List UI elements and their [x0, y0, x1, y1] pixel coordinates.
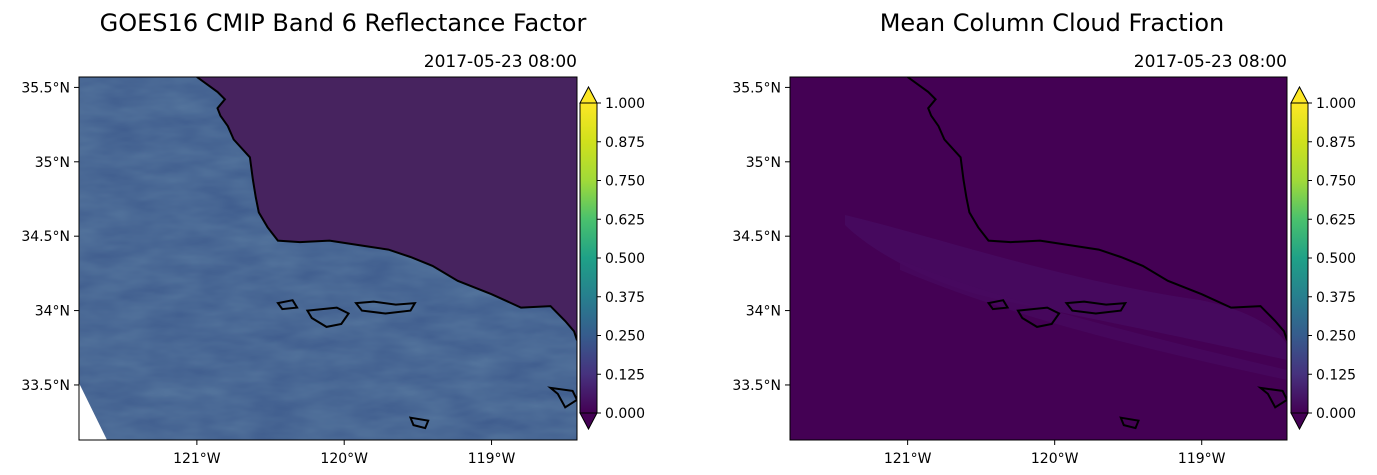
islands — [276, 299, 577, 430]
x-tick-label: 120°W — [1031, 451, 1079, 467]
colorbar-extend-min — [1290, 412, 1309, 431]
colorbar: 0.000 0.125 0.250 0.375 0.500 0.625 0.750 0.875… — [579, 85, 645, 431]
colorbar-tick-label: 0.375 — [1316, 290, 1356, 306]
coastline — [196, 77, 577, 341]
colorbar-tick-label: 0.125 — [605, 367, 645, 383]
colorbar-tick-label: 0.250 — [605, 329, 645, 345]
island-outline — [1257, 386, 1287, 409]
y-tick-label: 35.5°N — [732, 80, 781, 96]
colorbar-tick-label: 0.625 — [1316, 212, 1356, 228]
y-tick-label: 34.5°N — [21, 229, 70, 245]
coastline — [907, 77, 1287, 341]
colorbar-tick-label: 0.000 — [1316, 406, 1356, 422]
chart-subtitle: 2017-05-23 08:00 — [424, 52, 577, 72]
colorbar-tick-label: 0.250 — [1316, 329, 1356, 345]
colorbar-tick-label: 0.500 — [605, 251, 645, 267]
island-outline — [1064, 300, 1128, 315]
colorbar-tick-label: 0.625 — [605, 212, 645, 228]
colorbar-tick-label: 1.000 — [1316, 96, 1356, 112]
cloud-field — [790, 77, 1287, 440]
map-area — [790, 77, 1287, 440]
y-tick-label: 33.5°N — [21, 378, 70, 394]
y-tick-label: 33.5°N — [732, 378, 781, 394]
x-tick-label: 121°W — [173, 451, 221, 467]
y-tick-label: 35°N — [746, 155, 781, 171]
colorbar-tick-label: 0.000 — [605, 406, 645, 422]
island-outline — [305, 306, 351, 328]
colorbar-tick-label: 0.750 — [605, 174, 645, 190]
colorbar-gradient — [1291, 103, 1308, 413]
island-outline — [1016, 306, 1061, 328]
island-outline — [276, 299, 299, 311]
chart-title: Mean Column Cloud Fraction — [880, 9, 1225, 37]
colorbar-gradient — [580, 103, 597, 413]
no-data-corner — [79, 383, 107, 440]
y-axis: 33.5°N 34°N 34.5°N 35°N 35.5°N — [732, 80, 790, 394]
island-outline — [547, 386, 577, 409]
y-tick-label: 34.5°N — [732, 229, 781, 245]
island-outline — [354, 300, 417, 315]
x-tick-label: 119°W — [1178, 451, 1226, 467]
cloud-streak — [900, 260, 1287, 380]
x-tick-label: 119°W — [468, 451, 516, 467]
islands — [986, 299, 1287, 430]
y-axis: 33.5°N 34°N 34.5°N 35°N 35.5°N — [21, 80, 79, 394]
colorbar-extend-max — [579, 85, 598, 104]
map-frame — [78, 76, 578, 441]
chart-subtitle: 2017-05-23 08:00 — [1134, 52, 1287, 72]
y-tick-label: 34°N — [746, 304, 781, 320]
colorbar-tick-label: 0.750 — [1316, 174, 1356, 190]
colorbar-extend-max — [1290, 85, 1309, 104]
x-axis: 121°W 120°W 119°W — [884, 440, 1226, 467]
x-tick-label: 120°W — [320, 451, 368, 467]
x-tick-label: 121°W — [884, 451, 932, 467]
cloud-streak — [845, 215, 1287, 360]
colorbar-tick-label: 0.875 — [605, 135, 645, 151]
panel-reflectance: GOES16 CMIP Band 6 Reflectance Factor 20… — [21, 9, 645, 467]
x-axis: 121°W 120°W 119°W — [173, 440, 515, 467]
colorbar-tick-label: 0.375 — [605, 290, 645, 306]
island-outline — [986, 299, 1010, 311]
colorbar-tick-label: 0.500 — [1316, 251, 1356, 267]
y-tick-label: 34°N — [35, 304, 70, 320]
panel-cloud-fraction: Mean Column Cloud Fraction 2017-05-23 08… — [732, 9, 1356, 467]
chart-title: GOES16 CMIP Band 6 Reflectance Factor — [100, 9, 587, 37]
colorbar: 0.000 0.125 0.250 0.375 0.500 0.625 0.750 0.875… — [1290, 85, 1356, 431]
colorbar-tick-label: 1.000 — [605, 96, 645, 112]
land-field — [196, 77, 577, 341]
colorbar-tick-label: 0.125 — [1316, 367, 1356, 383]
map-frame — [789, 76, 1288, 441]
island-outline — [1119, 416, 1140, 430]
island-outline — [408, 416, 430, 430]
map-area — [79, 77, 577, 440]
y-tick-label: 35°N — [35, 155, 70, 171]
colorbar-tick-label: 0.875 — [1316, 135, 1356, 151]
colorbar-extend-min — [579, 412, 598, 431]
y-tick-label: 35.5°N — [21, 80, 70, 96]
